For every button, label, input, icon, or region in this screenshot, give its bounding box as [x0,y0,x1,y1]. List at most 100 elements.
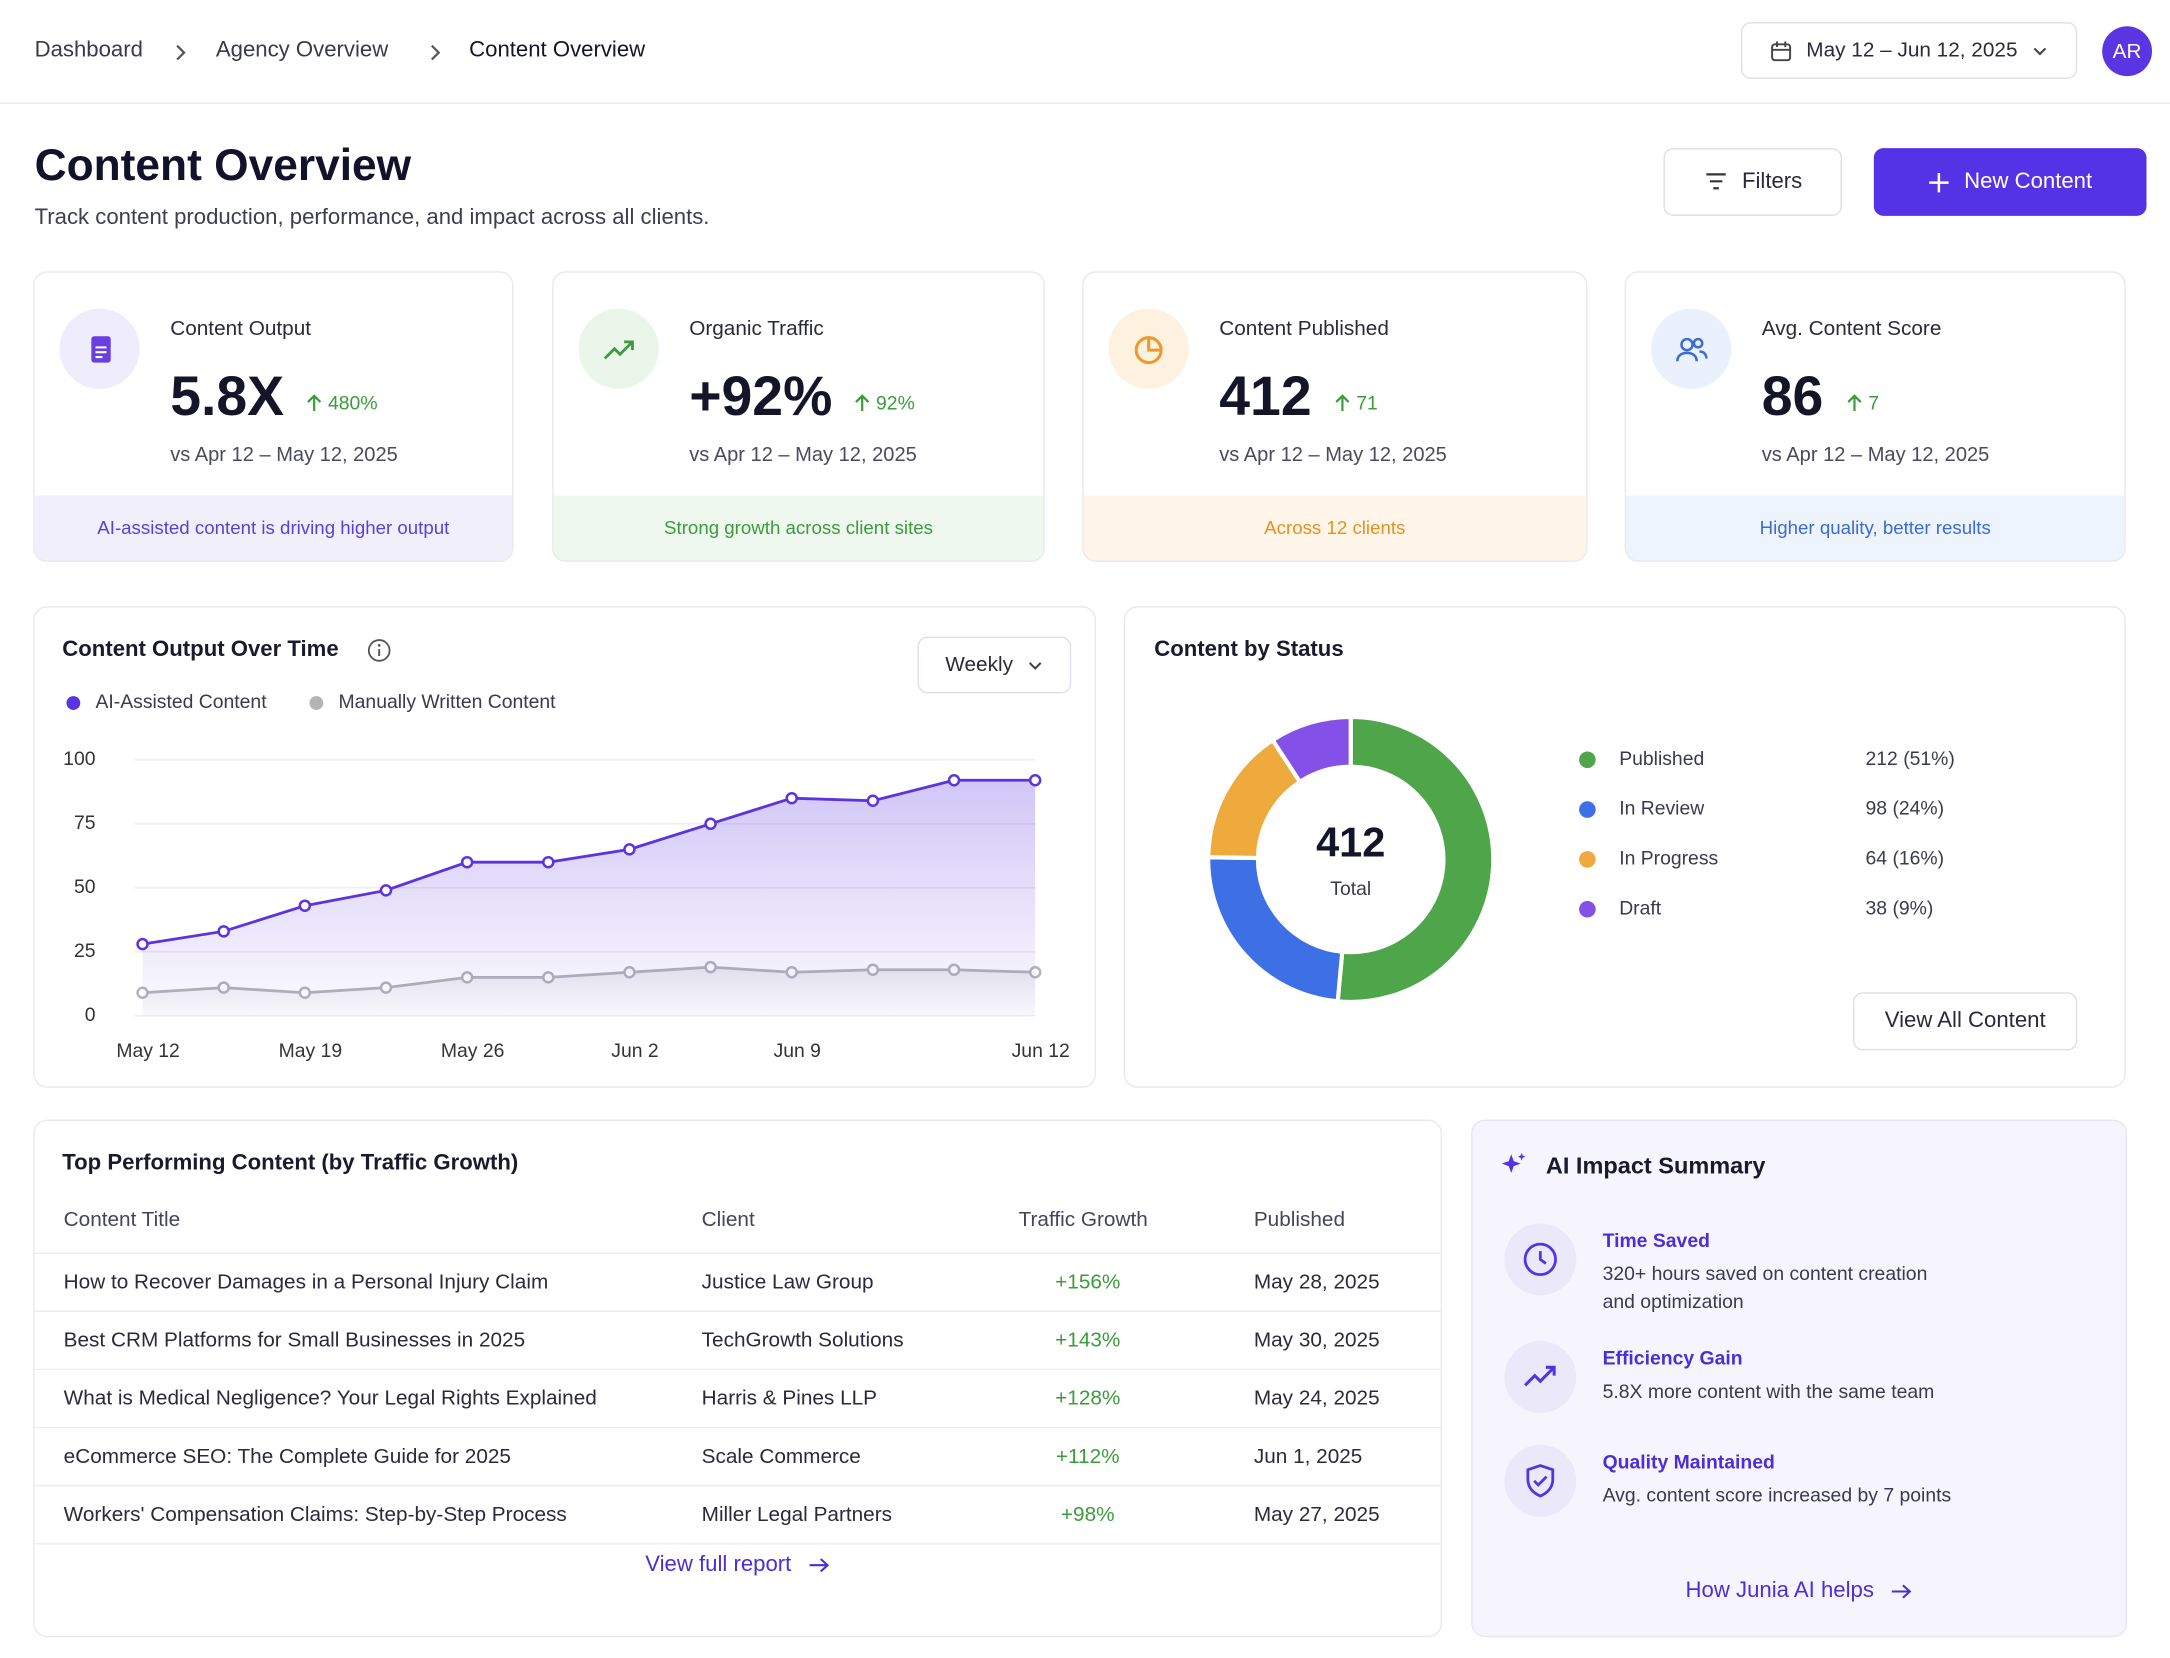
ai-item-title: Efficiency Gain [1602,1346,1743,1369]
table-row[interactable]: Workers' Compensation Claims: Step-by-St… [34,1484,1441,1545]
filters-button[interactable]: Filters [1663,148,1843,216]
kpi-label: Content Published [1219,316,1389,341]
new-content-button[interactable]: New Content [1873,148,2147,216]
kpi-icon [578,308,659,389]
y-tick-label: 50 [74,876,96,898]
kpi-icon [1651,308,1732,389]
up-arrow [855,394,870,412]
data-point [947,774,961,787]
breadcrumb-current: Content Overview [469,38,646,63]
kpi-card: Avg. Content Score 86 7 vs Apr 12 – May 12,… [1624,271,2126,562]
report-link-label: View full report [645,1552,792,1577]
table-cell: +112% [1055,1444,1120,1469]
ai-item-icon [1504,1341,1577,1413]
breadcrumb-link[interactable]: Dashboard [34,38,143,63]
ai-item-title: Quality Maintained [1602,1450,1775,1473]
table-row[interactable]: eCommerce SEO: The Complete Guide for 20… [34,1426,1441,1487]
kpi-card: Content Published 412 71 vs Apr 12 – May 12… [1082,271,1588,562]
ai-item-icon [1504,1444,1577,1517]
table-cell: May 30, 2025 [1253,1328,1380,1353]
table-cell: +143% [1055,1328,1121,1353]
kpi-label: Content Output [170,316,312,341]
up-arrow [1847,394,1862,412]
table-cell: Scale Commerce [701,1444,861,1469]
kpi-compare: vs Apr 12 – May 12, 2025 [1761,444,1990,467]
y-tick-label: 25 [74,940,96,962]
kpi-note: AI-assisted content is driving higher ou… [34,495,513,561]
legend-label: Draft [1619,897,1662,919]
data-point [866,794,880,807]
table-row[interactable]: What is Medical Negligence? Your Legal R… [34,1368,1441,1429]
x-tick-label: May 12 [116,1040,180,1062]
kpi-card: Organic Traffic +92% 92% vs Apr 12 – May 12… [552,271,1045,562]
kpi-label: Avg. Content Score [1761,316,1942,341]
kpi-note: Higher quality, better results [1626,495,2125,561]
table-divider [34,1543,1441,1545]
series-area [142,780,1036,1016]
info-icon[interactable] [367,638,392,663]
ai-item-text: 320+ hours saved on content creation and… [1602,1262,1928,1312]
kpi-value: 412 [1219,366,1312,428]
avatar[interactable]: AR [2102,26,2153,77]
kpi-compare: vs Apr 12 – May 12, 2025 [170,444,398,467]
table-cell: Jun 1, 2025 [1253,1444,1363,1469]
up-arrow [307,394,322,412]
x-tick-label: Jun 12 [1012,1040,1070,1062]
page-subtitle: Track content production, performance, a… [34,206,710,230]
data-point [460,855,474,869]
arrow-icon [809,1558,829,1573]
series-line [142,778,1036,946]
view-all-button[interactable]: View All Content [1853,992,2078,1051]
legend-dot [309,696,324,710]
x-tick-label: May 19 [279,1040,343,1062]
report-link[interactable]: View full report [35,1553,1441,1578]
table-cell: TechGrowth Solutions [701,1328,904,1353]
donut-chart: Published 212 (51%) In Review 98 (24%) In Pr… [1206,714,1955,1005]
sparkle-icon [1501,1152,1526,1174]
chevron-down [1028,661,1042,670]
data-point [542,855,555,869]
table-cell: Miller Legal Partners [701,1502,893,1527]
page-title: Content Overview [34,139,412,190]
legend-label: Manually Written Content [339,691,557,713]
data-point [623,843,636,856]
filters-label: Filters [1741,169,1803,194]
kpi-icon [59,308,140,389]
table-cell: May 28, 2025 [1253,1270,1380,1294]
legend-value: 38 (9%) [1866,897,1934,919]
donut-total-label: Total [1330,878,1371,900]
legend-label: In Review [1619,798,1705,820]
kpi-change-value: 7 [1868,391,1880,414]
interval-select[interactable]: Weekly [917,636,1072,694]
table-cell: May 27, 2025 [1253,1502,1380,1527]
column-header: Traffic Growth [1018,1208,1148,1232]
y-tick-label: 100 [63,748,96,770]
legend-value: 64 (16%) [1866,848,1945,870]
ai-link[interactable]: How Junia AI helps [1473,1579,2126,1604]
kpi-note: Across 12 clients [1083,495,1586,561]
kpi-icon [1108,308,1189,389]
chevron-down [2033,47,2046,55]
table-cell: Best CRM Platforms for Small Businesses … [63,1328,526,1353]
table-row[interactable]: How to Recover Damages in a Personal Inj… [34,1252,1441,1312]
chart-title: Content by Status [1154,637,1344,662]
icon [1526,1464,1555,1498]
plus-icon [1929,172,1949,192]
up-arrow [1335,394,1350,412]
kpi-change: 7 [1846,392,1879,414]
x-tick-label: Jun 9 [774,1040,821,1062]
legend-label: In Progress [1619,848,1718,870]
column-header: Client [701,1208,755,1232]
y-tick-label: 75 [74,812,96,834]
table-row[interactable]: Best CRM Platforms for Small Businesses … [34,1310,1441,1371]
icon [1676,337,1708,362]
new-content-label: New Content [1964,169,2093,194]
line-chart: 0 25 50 75 100 May 12 May 19 May 26 Jun 2 Jun 9 Ju… [63,691,1070,1062]
legend-dot [66,696,81,710]
legend-dot [1579,751,1596,769]
legend-label: AI-Assisted Content [95,691,267,713]
breadcrumb-link[interactable]: Agency Overview [215,38,389,63]
date-range-picker[interactable]: May 12 – Jun 12, 2025 [1740,22,2078,79]
